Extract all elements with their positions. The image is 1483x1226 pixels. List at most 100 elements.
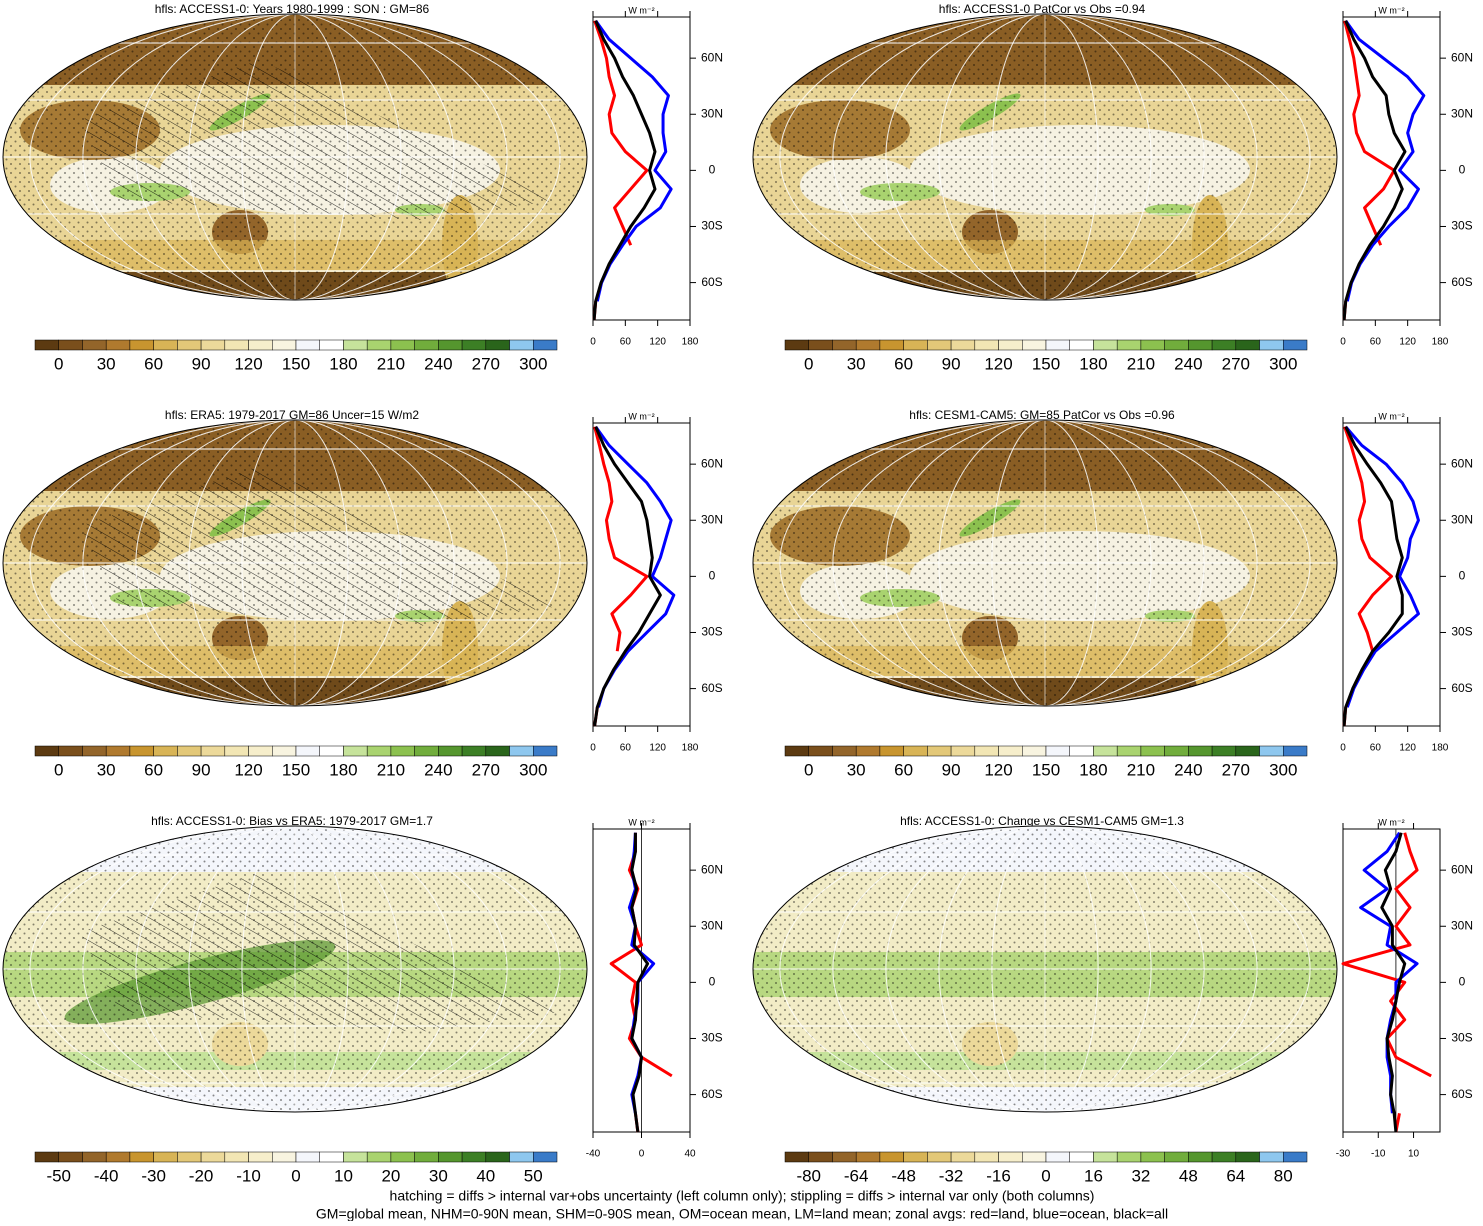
colorbar-label: 60 — [144, 354, 163, 373]
colorbar-label: 0 — [291, 1166, 300, 1185]
colorbar-label: 64 — [1226, 1166, 1245, 1185]
colorbar-box — [154, 746, 178, 756]
colorbar-box — [59, 340, 83, 350]
colorbar-box — [177, 340, 201, 350]
colorbar-box — [856, 746, 880, 756]
y-tick-label: 60N — [1451, 50, 1473, 64]
colorbar-box — [999, 746, 1023, 756]
colorbar-box — [249, 340, 273, 350]
colorbar-box — [462, 746, 486, 756]
y-tick-label: 60S — [701, 1087, 722, 1101]
x-tick-label: 40 — [684, 1149, 696, 1160]
colorbar-box — [1236, 746, 1260, 756]
colorbar-box — [343, 1152, 367, 1162]
colorbar-box — [1188, 340, 1212, 350]
x-tick-label: 60 — [620, 337, 632, 348]
colorbar-label: 180 — [329, 354, 357, 373]
colorbar-label: 30 — [429, 1166, 448, 1185]
y-tick-label: 30S — [1451, 625, 1472, 639]
y-tick-label: 0 — [1459, 569, 1466, 583]
colorbar-box — [1212, 1152, 1236, 1162]
colorbar-label: 240 — [424, 760, 452, 779]
colorbar-box — [367, 340, 391, 350]
zonal-line — [595, 427, 647, 651]
colorbar-box — [832, 1152, 856, 1162]
zonal-line — [1345, 427, 1392, 651]
colorbar-box — [367, 1152, 391, 1162]
colorbar-label: -48 — [891, 1166, 916, 1185]
y-tick-label: 60N — [701, 862, 723, 876]
footer-line: hatching = diffs > internal var+obs unce… — [390, 1188, 1095, 1204]
x-tick-label: 120 — [1399, 337, 1416, 348]
profile-unit: W m⁻² — [1378, 5, 1404, 15]
colorbar-box — [201, 1152, 225, 1162]
colorbar-box — [106, 1152, 130, 1162]
y-tick-label: 30N — [701, 918, 723, 932]
colorbar-box — [1022, 1152, 1046, 1162]
x-tick-label: 0 — [590, 337, 596, 348]
colorbar-label: 240 — [1174, 760, 1202, 779]
y-tick-label: 30S — [1451, 219, 1472, 233]
colorbar-box — [785, 340, 809, 350]
x-tick-label: 120 — [649, 743, 666, 754]
colorbar-box — [225, 340, 249, 350]
colorbar-label: 20 — [381, 1166, 400, 1185]
colorbar-label: 30 — [97, 354, 116, 373]
x-tick-label: -30 — [1336, 1149, 1351, 1160]
colorbar-box — [510, 340, 534, 350]
colorbar-label: 180 — [329, 760, 357, 779]
colorbar-box — [249, 746, 273, 756]
y-tick-label: 60N — [1451, 862, 1473, 876]
y-tick-label: 30S — [1451, 1031, 1472, 1045]
colorbar-box — [106, 746, 130, 756]
zonal-line — [596, 427, 674, 708]
colorbar-box — [177, 746, 201, 756]
colorbar-box — [320, 340, 344, 350]
colorbar-box — [904, 1152, 928, 1162]
colorbar-label: 210 — [1127, 354, 1155, 373]
x-tick-label: 0 — [590, 743, 596, 754]
colorbar-label: 300 — [519, 354, 547, 373]
y-tick-label: 30S — [701, 625, 722, 639]
colorbar-label: -80 — [796, 1166, 821, 1185]
y-tick-label: 30N — [1451, 918, 1473, 932]
map — [750, 812, 1350, 1132]
colorbar-box — [510, 746, 534, 756]
colorbar-box — [177, 1152, 201, 1162]
colorbar-label: 60 — [894, 354, 913, 373]
colorbar-box — [951, 340, 975, 350]
profile-unit: W m⁻² — [628, 411, 654, 421]
x-tick-label: 0 — [1340, 337, 1346, 348]
colorbar-box — [272, 1152, 296, 1162]
colorbar-label: 10 — [334, 1166, 353, 1185]
colorbar-label: 120 — [984, 760, 1012, 779]
colorbar-box — [1260, 746, 1284, 756]
colorbar-box — [296, 1152, 320, 1162]
colorbar-label: 210 — [377, 760, 405, 779]
y-tick-label: 0 — [709, 975, 716, 989]
colorbar-box — [809, 1152, 833, 1162]
colorbar-label: 240 — [1174, 354, 1202, 373]
colorbar-label: -32 — [939, 1166, 964, 1185]
x-tick-label: -10 — [1371, 1149, 1386, 1160]
colorbar-box — [999, 1152, 1023, 1162]
colorbar-box — [462, 1152, 486, 1162]
colorbar-box — [35, 746, 59, 756]
x-tick-label: 120 — [649, 337, 666, 348]
colorbar-label: 30 — [847, 354, 866, 373]
y-tick-label: 30S — [701, 1031, 722, 1045]
colorbar-box — [130, 746, 154, 756]
x-tick-label: 10 — [1408, 1149, 1420, 1160]
colorbar-label: 30 — [847, 760, 866, 779]
colorbar-box — [438, 746, 462, 756]
colorbar-box — [1260, 1152, 1284, 1162]
colorbar-label: -30 — [141, 1166, 166, 1185]
colorbar-box — [296, 746, 320, 756]
map — [0, 812, 600, 1132]
colorbar-label: 90 — [192, 354, 211, 373]
colorbar-box — [975, 340, 999, 350]
colorbar-box — [1260, 340, 1284, 350]
colorbar-box — [880, 340, 904, 350]
profile-unit: W m⁻² — [1378, 411, 1404, 421]
